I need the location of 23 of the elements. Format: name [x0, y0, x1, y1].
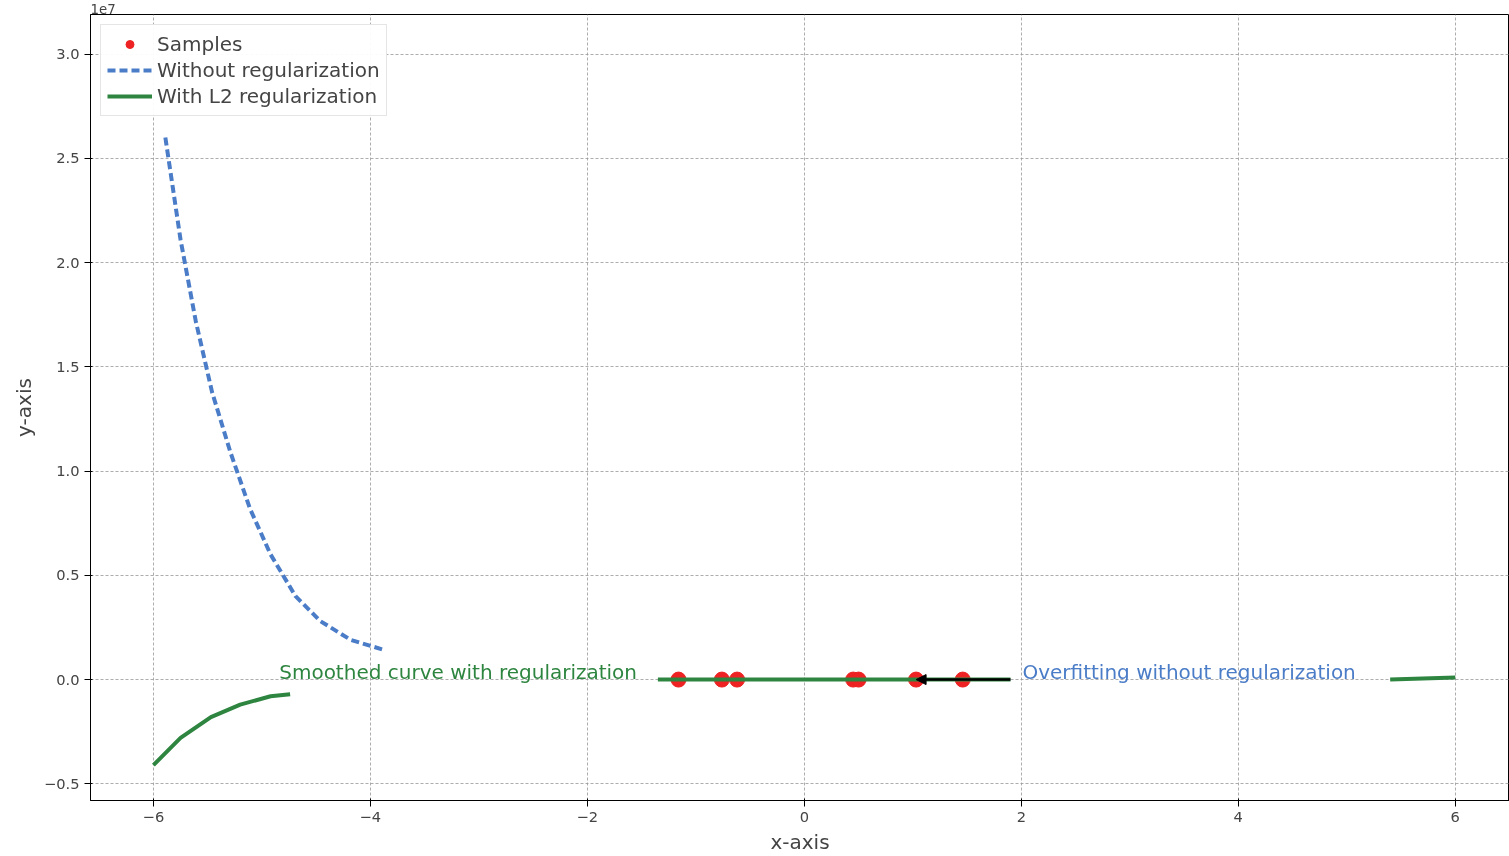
y-tick-label: 2.0	[56, 253, 80, 271]
annotation: 1e7	[90, 1, 116, 17]
y-tick-label: 2.5	[56, 149, 80, 167]
annotation: Smoothed curve with regularization	[279, 659, 638, 684]
x-tick-label: 0	[799, 807, 810, 825]
y-tick-label: 1.0	[56, 462, 80, 480]
x-tick-label: 4	[1233, 807, 1243, 825]
y-tick-label: 0.5	[56, 566, 80, 584]
y-tick-label: 0.0	[56, 670, 80, 688]
y-axis-title: y-axis	[11, 378, 36, 437]
legend-label: Samples	[157, 31, 243, 57]
y-tick-label: 3.0	[56, 45, 80, 63]
annotation: Overfitting without regularization	[1022, 659, 1356, 684]
y-tick-label: −0.5	[43, 774, 80, 792]
legend-label: With L2 regularization	[157, 83, 378, 109]
legend-label: Without regularization	[157, 57, 380, 83]
x-tick-label: 6	[1450, 807, 1460, 825]
x-tick-label: −4	[359, 807, 382, 825]
x-tick-label: 2	[1016, 807, 1026, 825]
y-tick-label: 1.5	[56, 357, 80, 375]
x-tick-label: −6	[142, 807, 165, 825]
x-tick-label: −2	[576, 807, 599, 825]
x-axis-title: x-axis	[770, 829, 830, 854]
